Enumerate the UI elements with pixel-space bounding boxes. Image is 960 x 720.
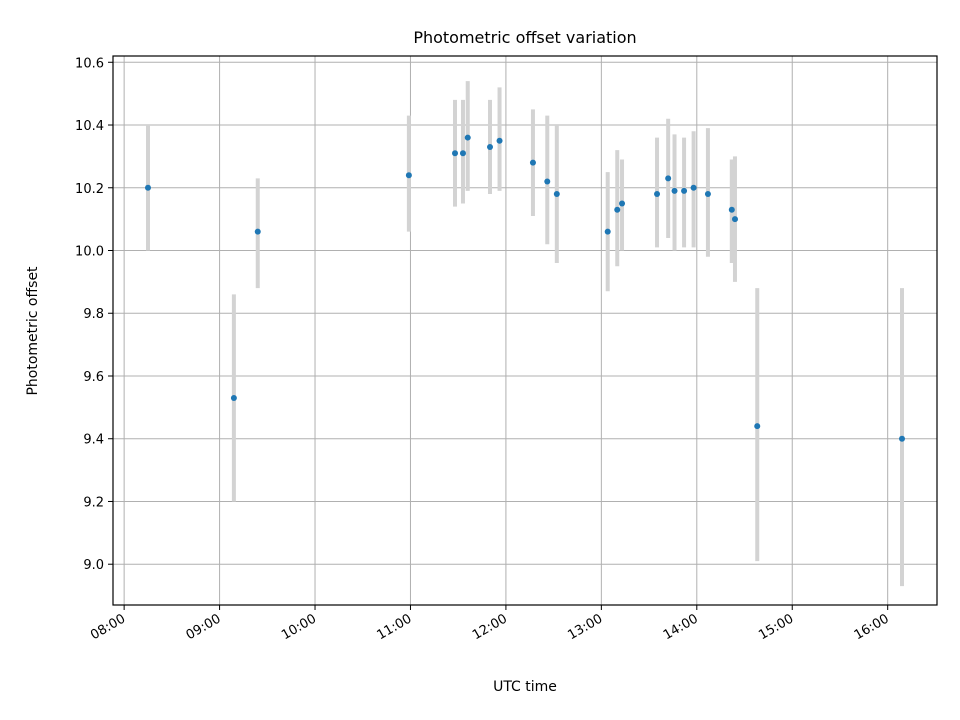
- data-point: [614, 206, 621, 213]
- data-point: [487, 143, 494, 150]
- data-point: [728, 206, 735, 213]
- y-tick-label: 9.6: [83, 370, 104, 385]
- grid: [113, 56, 937, 605]
- data-point: [754, 423, 761, 430]
- y-axis-label: Photometric offset: [25, 266, 41, 396]
- data-point: [690, 184, 697, 191]
- data-point: [654, 191, 661, 198]
- data-point: [665, 175, 672, 182]
- data-point: [464, 134, 471, 141]
- data-point: [405, 172, 412, 179]
- data-point: [681, 187, 688, 194]
- chart-title: Photometric offset variation: [413, 28, 636, 47]
- data-points: [144, 134, 906, 442]
- x-axis-label: UTC time: [493, 679, 557, 695]
- data-point: [254, 228, 261, 235]
- data-point: [544, 178, 551, 185]
- plot-frame: [112, 55, 938, 606]
- data-point: [459, 150, 466, 157]
- y-axis: 9.0 9.2 9.4 9.6 9.8 10.0 10.2 10.4 10.6: [75, 56, 113, 573]
- data-point: [529, 159, 536, 166]
- data-point: [452, 150, 459, 157]
- data-point: [230, 394, 237, 401]
- y-tick-label: 10.6: [75, 56, 104, 71]
- y-tick-label: 9.8: [83, 307, 104, 322]
- data-point: [619, 200, 626, 207]
- data-point: [899, 435, 906, 442]
- y-tick-label: 9.2: [83, 495, 104, 510]
- data-point: [496, 137, 503, 144]
- data-point: [731, 216, 738, 223]
- y-tick-label: 10.0: [75, 245, 104, 260]
- data-point: [604, 228, 611, 235]
- y-tick-label: 9.0: [83, 558, 104, 573]
- data-point: [553, 191, 560, 198]
- data-point: [704, 191, 711, 198]
- y-tick-label: 9.4: [83, 433, 104, 448]
- y-tick-label: 10.2: [75, 182, 104, 197]
- y-tick-label: 10.4: [75, 119, 104, 134]
- data-point: [671, 187, 678, 194]
- data-point: [144, 184, 151, 191]
